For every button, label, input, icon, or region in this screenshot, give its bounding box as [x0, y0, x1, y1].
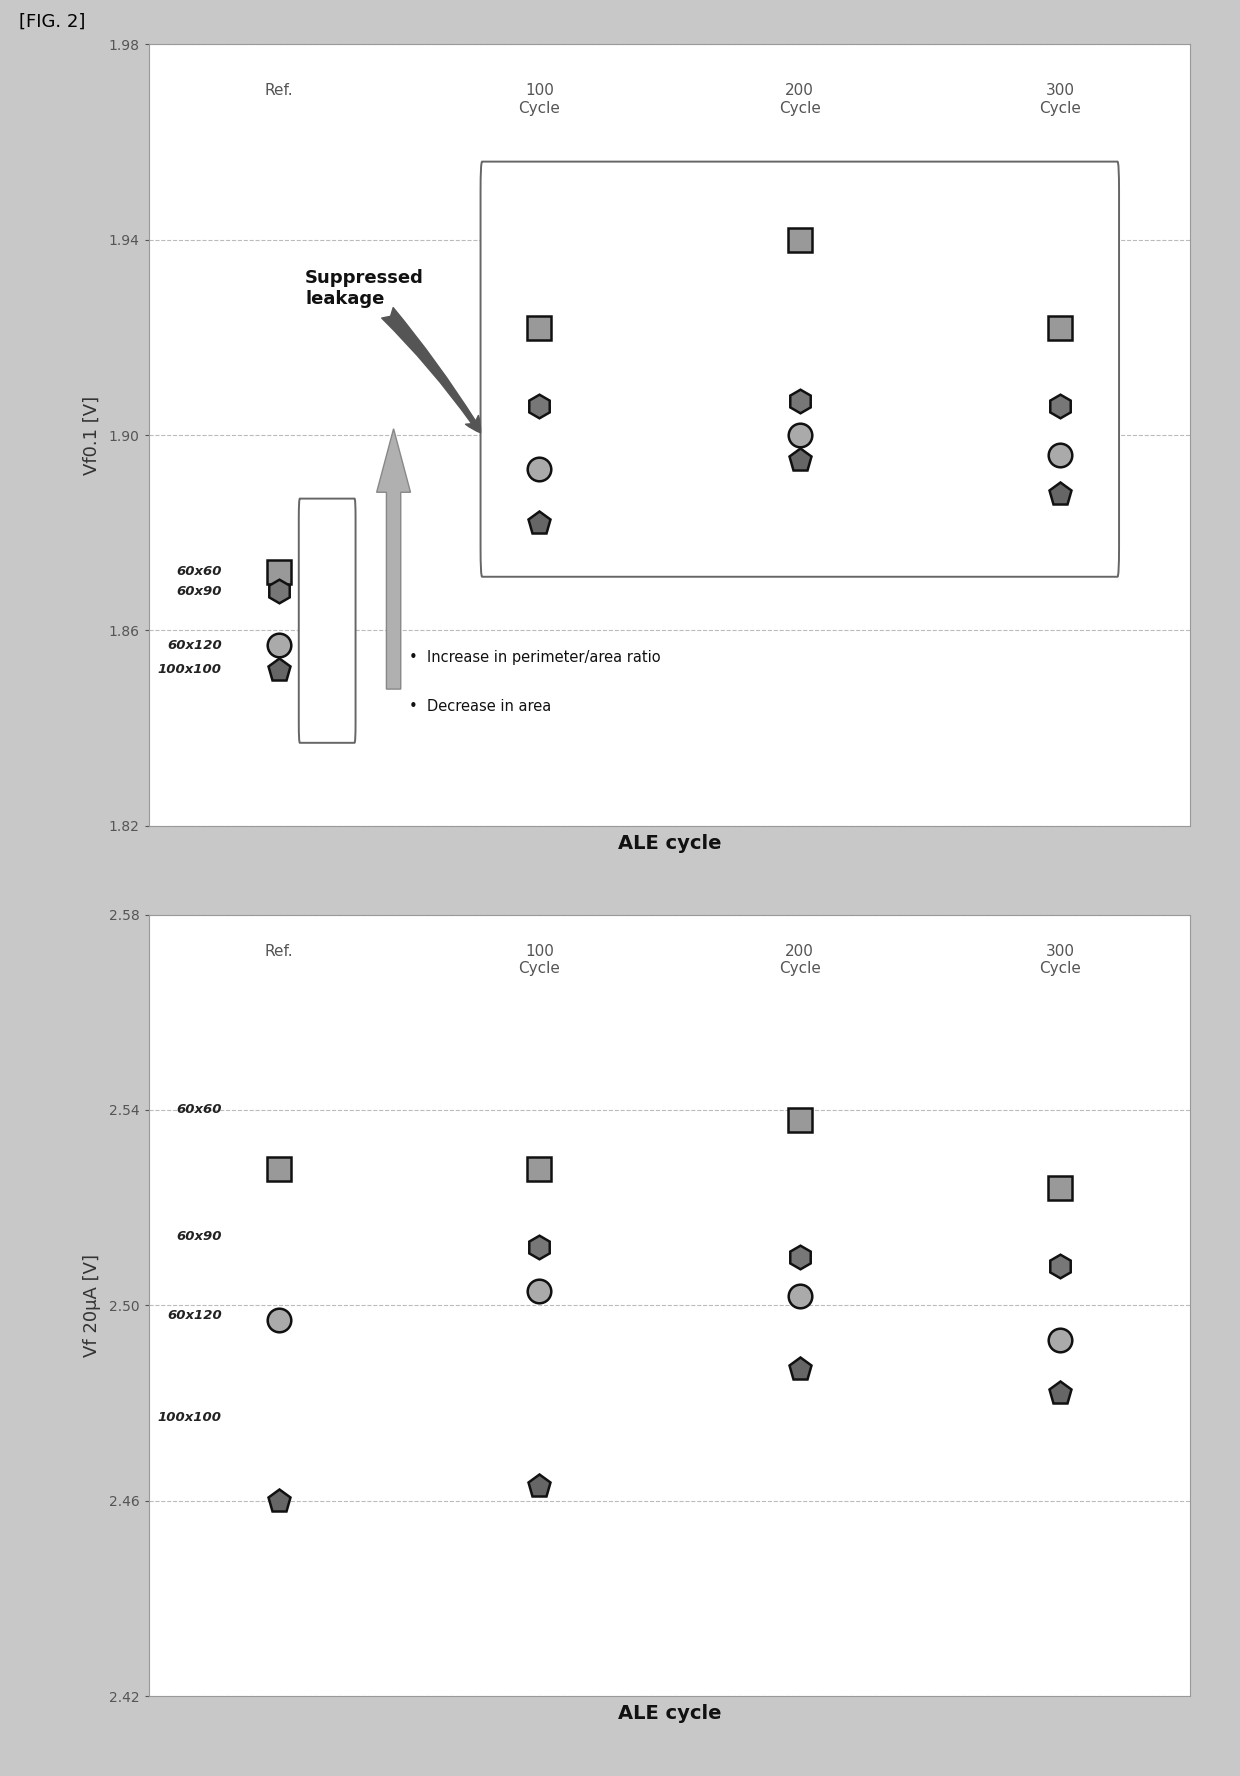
X-axis label: ALE cycle: ALE cycle	[618, 1705, 722, 1723]
Text: Ref.: Ref.	[264, 83, 294, 98]
FancyBboxPatch shape	[299, 499, 356, 742]
Text: 300
Cycle: 300 Cycle	[1039, 83, 1081, 115]
Text: 100
Cycle: 100 Cycle	[518, 83, 560, 115]
Text: 100x100: 100x100	[157, 662, 222, 677]
X-axis label: ALE cycle: ALE cycle	[618, 835, 722, 852]
Text: •  Decrease in area: • Decrease in area	[409, 700, 552, 714]
Text: 200
Cycle: 200 Cycle	[779, 943, 821, 977]
Text: •  Increase in perimeter/area ratio: • Increase in perimeter/area ratio	[409, 650, 661, 664]
Text: 300
Cycle: 300 Cycle	[1039, 943, 1081, 977]
Text: Ref.: Ref.	[264, 943, 294, 959]
Text: 60x120: 60x120	[167, 639, 222, 652]
Text: 200
Cycle: 200 Cycle	[779, 83, 821, 115]
Text: 60x120: 60x120	[167, 1309, 222, 1321]
Text: 100x100: 100x100	[157, 1412, 222, 1424]
Text: 60x90: 60x90	[176, 584, 222, 599]
Y-axis label: Vf0.1 [V]: Vf0.1 [V]	[82, 396, 100, 474]
Text: 60x60: 60x60	[176, 1103, 222, 1117]
Text: 60x60: 60x60	[176, 565, 222, 579]
Text: Suppressed
leakage: Suppressed leakage	[305, 270, 481, 433]
Text: [FIG. 2]: [FIG. 2]	[19, 12, 86, 30]
Text: 60x90: 60x90	[176, 1231, 222, 1243]
FancyBboxPatch shape	[481, 162, 1118, 577]
FancyArrow shape	[377, 428, 410, 689]
Y-axis label: Vf 20μA [V]: Vf 20μA [V]	[83, 1254, 100, 1357]
Text: 100
Cycle: 100 Cycle	[518, 943, 560, 977]
